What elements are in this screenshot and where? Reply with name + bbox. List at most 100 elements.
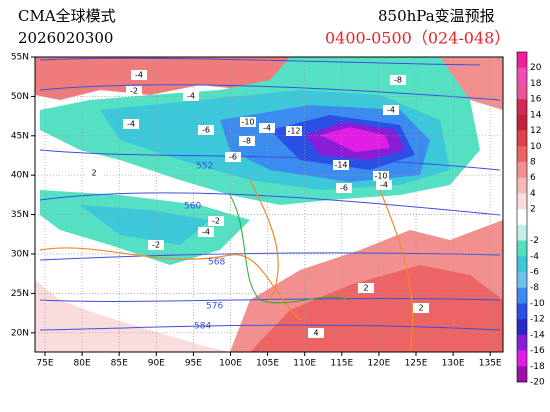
model-name: CMA全球模式 <box>18 7 116 25</box>
temp-change-label: -12 <box>287 127 300 136</box>
temp-change-label: -2 <box>130 87 138 96</box>
graticule <box>31 56 503 356</box>
temp-label-box <box>286 126 302 136</box>
temp-label-box <box>198 125 214 135</box>
colorbar-band <box>517 146 527 163</box>
colorbar-label: -12 <box>530 315 545 325</box>
temp-label-box <box>308 328 324 338</box>
height-contour-label: 576 <box>206 302 223 312</box>
colorbar-band <box>517 177 527 194</box>
lon-label: 125E <box>405 359 428 369</box>
temp-label-box <box>376 180 392 190</box>
colorbar-label: 6 <box>530 173 536 183</box>
temp-change-label: -4 <box>380 181 388 190</box>
temp-change-label: -8 <box>243 137 251 146</box>
temp-change-label: 4 <box>313 329 318 338</box>
temp-change-label: -4 <box>263 124 271 133</box>
lat-label: 35N <box>11 210 29 220</box>
colorbar-band <box>517 366 527 383</box>
colorbar-label: -2 <box>530 236 539 246</box>
temp-change-label: -6 <box>202 126 210 135</box>
colorbar-label: -18 <box>530 362 545 372</box>
temp-label-box <box>336 183 352 193</box>
temp-change-label: -14 <box>334 161 347 170</box>
lon-label: 135E <box>479 359 502 369</box>
colorbar-label: 18 <box>530 79 542 89</box>
height-contour-label: 552 <box>196 162 213 172</box>
colorbar-label: -10 <box>530 299 545 309</box>
temp-label-box <box>198 227 214 237</box>
lon-label: 115E <box>330 359 353 369</box>
temp-label-box <box>123 119 139 129</box>
temp-change-label: -2 <box>152 241 160 250</box>
colorbar-band <box>517 83 527 100</box>
temp-label-box <box>239 136 255 146</box>
temp-label-box <box>390 75 406 85</box>
temp-label-box <box>208 216 224 226</box>
temp-change-label: 2 <box>418 304 423 313</box>
temp-change-label: -10 <box>374 172 387 181</box>
colorbar-label: -14 <box>530 330 545 340</box>
lon-label: 120E <box>367 359 390 369</box>
lon-label: 90E <box>148 359 165 369</box>
lat-label: 55N <box>11 53 29 63</box>
lon-label: 110E <box>293 359 316 369</box>
colorbar-band <box>517 350 527 367</box>
temp-label-box <box>225 152 241 162</box>
colorbar: 20 18 16 14 12 10 8 6 4 2 -2 -4 -6 -8 -10 -12 -14 -16 -18 -… <box>516 51 545 388</box>
temp-change-label: -6 <box>229 153 237 162</box>
temp-change-label: -10 <box>241 118 254 127</box>
colorbar-band <box>517 240 527 257</box>
colorbar-label: -20 <box>530 378 545 388</box>
colorbar-label: 20 <box>530 63 542 73</box>
colorbar-band <box>517 303 527 320</box>
colorbar-band <box>517 162 527 179</box>
temp-label-box <box>240 117 256 127</box>
map-labels: 55N 50N 45N 40N 35N 30N 25N 20N 75E 80E 85E 90E 95E 1… <box>11 53 502 369</box>
temp-change-label: -6 <box>340 184 348 193</box>
colorbar-band <box>517 114 527 131</box>
temp-change-label: 2 <box>91 169 96 178</box>
lat-label: 40N <box>11 171 29 181</box>
height-contour-label: 560 <box>184 202 201 212</box>
colorbar-band <box>517 272 527 289</box>
colorbar-band <box>517 256 527 273</box>
colorbar-band <box>517 67 527 84</box>
colorbar-label: 14 <box>530 110 542 120</box>
map-frame <box>34 56 504 353</box>
temp-label-box <box>259 123 275 133</box>
colorbar-band <box>517 193 527 210</box>
colorbar-band <box>517 224 527 241</box>
lat-label: 45N <box>11 131 29 141</box>
colorbar-label: -8 <box>530 283 539 293</box>
colorbar-band <box>517 99 527 116</box>
lat-label: 25N <box>11 289 29 299</box>
temp-change-label: 2 <box>363 284 368 293</box>
lon-label: 75E <box>36 359 53 369</box>
height-contour-label: 584 <box>194 322 211 332</box>
colorbar-band <box>517 52 527 69</box>
lat-label: 20N <box>11 328 29 338</box>
height-contour-label: 568 <box>208 258 225 268</box>
temp-label-box <box>126 86 142 96</box>
lon-label: 105E <box>256 359 279 369</box>
lon-label: 100E <box>219 359 242 369</box>
colorbar-label: -16 <box>530 346 545 356</box>
colorbar-label: 10 <box>530 142 542 152</box>
colorbar-frame <box>516 51 528 383</box>
temp-label-box <box>383 105 399 115</box>
temp-label-box <box>148 240 164 250</box>
temp-change-label: -4 <box>387 106 395 115</box>
colorbar-band <box>517 319 527 336</box>
lon-label: 95E <box>185 359 202 369</box>
temp-label-box <box>333 160 349 170</box>
colorbar-label: 4 <box>530 189 536 199</box>
temp-label-box <box>86 168 102 178</box>
colorbar-band <box>517 130 527 147</box>
colorbar-label: 2 <box>530 205 536 215</box>
colorbar-label: -4 <box>530 252 539 262</box>
colorbar-band <box>517 287 527 304</box>
lat-label: 30N <box>11 250 29 260</box>
colorbar-label: 16 <box>530 95 542 105</box>
